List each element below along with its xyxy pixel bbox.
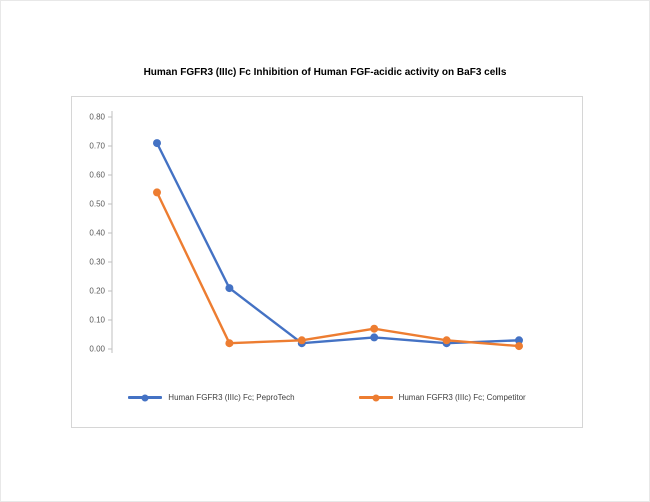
- legend-label-peprotech: Human FGFR3 (IIIc) Fc; PeproTech: [168, 393, 295, 402]
- data-point-marker[interactable]: [153, 188, 161, 197]
- chart-title: Human FGFR3 (IIIc) Fc Inhibition of Huma…: [143, 67, 507, 78]
- legend-line-marker: [128, 394, 163, 401]
- legend-item-competitor[interactable]: Human FGFR3 (IIIc) Fc; Competitor: [358, 393, 526, 402]
- legend-dot-icon: [372, 394, 380, 401]
- y-tick-label: 0.40: [89, 229, 105, 238]
- y-tick-label: 0.70: [89, 142, 105, 151]
- legend-item-peprotech[interactable]: Human FGFR3 (IIIc) Fc; PeproTech: [128, 393, 295, 402]
- data-point-marker[interactable]: [153, 139, 161, 148]
- y-tick-label: 0.60: [89, 171, 105, 180]
- chart-svg: 0.00 0.10 0.20 0.30 0.40 0.50 0.60 0.70 0.80: [89, 111, 523, 354]
- data-point-marker[interactable]: [225, 284, 234, 293]
- data-point-marker[interactable]: [370, 324, 379, 333]
- y-tick-label: 0.10: [89, 316, 105, 325]
- y-tick-label: 0.20: [89, 287, 105, 296]
- chart-legend: Human FGFR3 (IIIc) Fc; PeproTech Human F…: [72, 393, 582, 402]
- legend-dot-icon: [141, 394, 149, 401]
- y-tick-label: 0.80: [89, 113, 105, 122]
- legend-line-marker: [358, 394, 393, 401]
- data-point-marker[interactable]: [370, 333, 379, 342]
- legend-label-competitor: Human FGFR3 (IIIc) Fc; Competitor: [398, 393, 526, 402]
- series-line-1[interactable]: [155, 191, 521, 348]
- data-point-marker[interactable]: [225, 339, 234, 348]
- data-point-marker[interactable]: [442, 336, 451, 345]
- chart-area: 0.00 0.10 0.20 0.30 0.40 0.50 0.60 0.70 0.80 Hum…: [71, 96, 583, 428]
- y-tick-label: 0.50: [89, 200, 105, 209]
- y-tick-label: 0.30: [89, 258, 105, 267]
- data-point-marker[interactable]: [297, 336, 306, 345]
- y-tick-label: 0.00: [89, 345, 105, 354]
- data-point-marker[interactable]: [515, 336, 523, 345]
- data-point-marker[interactable]: [515, 342, 523, 351]
- series-line-0[interactable]: [155, 141, 521, 345]
